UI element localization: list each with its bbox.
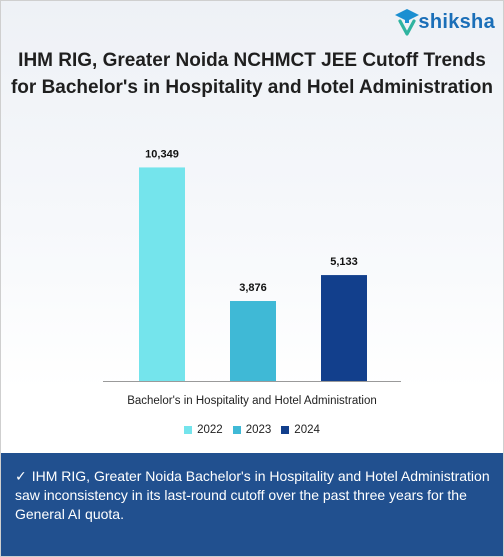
insight-text: IHM RIG, Greater Noida Bachelor's in Hos… (15, 468, 490, 522)
check-icon: ✓ (15, 468, 27, 484)
legend-label-2022: 2022 (197, 424, 223, 436)
data-label-2023: 3,876 (239, 282, 267, 294)
data-label-2024: 5,133 (330, 256, 358, 268)
legend-item-2023[interactable]: 2023 (232, 424, 272, 436)
legend-swatch-2024 (281, 426, 290, 434)
legend-swatch-2022 (184, 426, 193, 434)
chart-legend: 2022 2023 2024 (1, 424, 503, 436)
insight-note: ✓ IHM RIG, Greater Noida Bachelor's in Ho… (1, 453, 503, 556)
legend-label-2023: 2023 (245, 424, 272, 436)
data-label-2022: 10,349 (145, 148, 179, 160)
bar-2024[interactable] (321, 275, 367, 381)
brand-name: shiksha (418, 10, 495, 33)
x-category-label: Bachelor's in Hospitality and Hotel Admi… (127, 395, 377, 407)
legend-label-2024: 2024 (294, 424, 320, 436)
bar-chart: 10,349 3,876 5,133 (103, 148, 401, 382)
graduation-cap-icon (395, 9, 420, 36)
legend-item-2024[interactable]: 2024 (281, 424, 320, 436)
bar-2022[interactable] (139, 167, 185, 381)
legend-swatch-2023 (232, 426, 241, 434)
bar-2023[interactable] (230, 301, 276, 381)
chart-title-line-1: IHM RIG, Greater Noida NCHMCT JEE Cutoff… (18, 50, 486, 71)
shiksha-logo[interactable]: shiksha (394, 7, 495, 37)
chart-title: IHM RIG, Greater Noida NCHMCT JEE Cutoff… (1, 47, 503, 101)
legend-item-2022[interactable]: 2022 (184, 424, 223, 436)
chart-title-line-2: for Bachelor's in Hospitality and Hotel … (10, 77, 494, 98)
